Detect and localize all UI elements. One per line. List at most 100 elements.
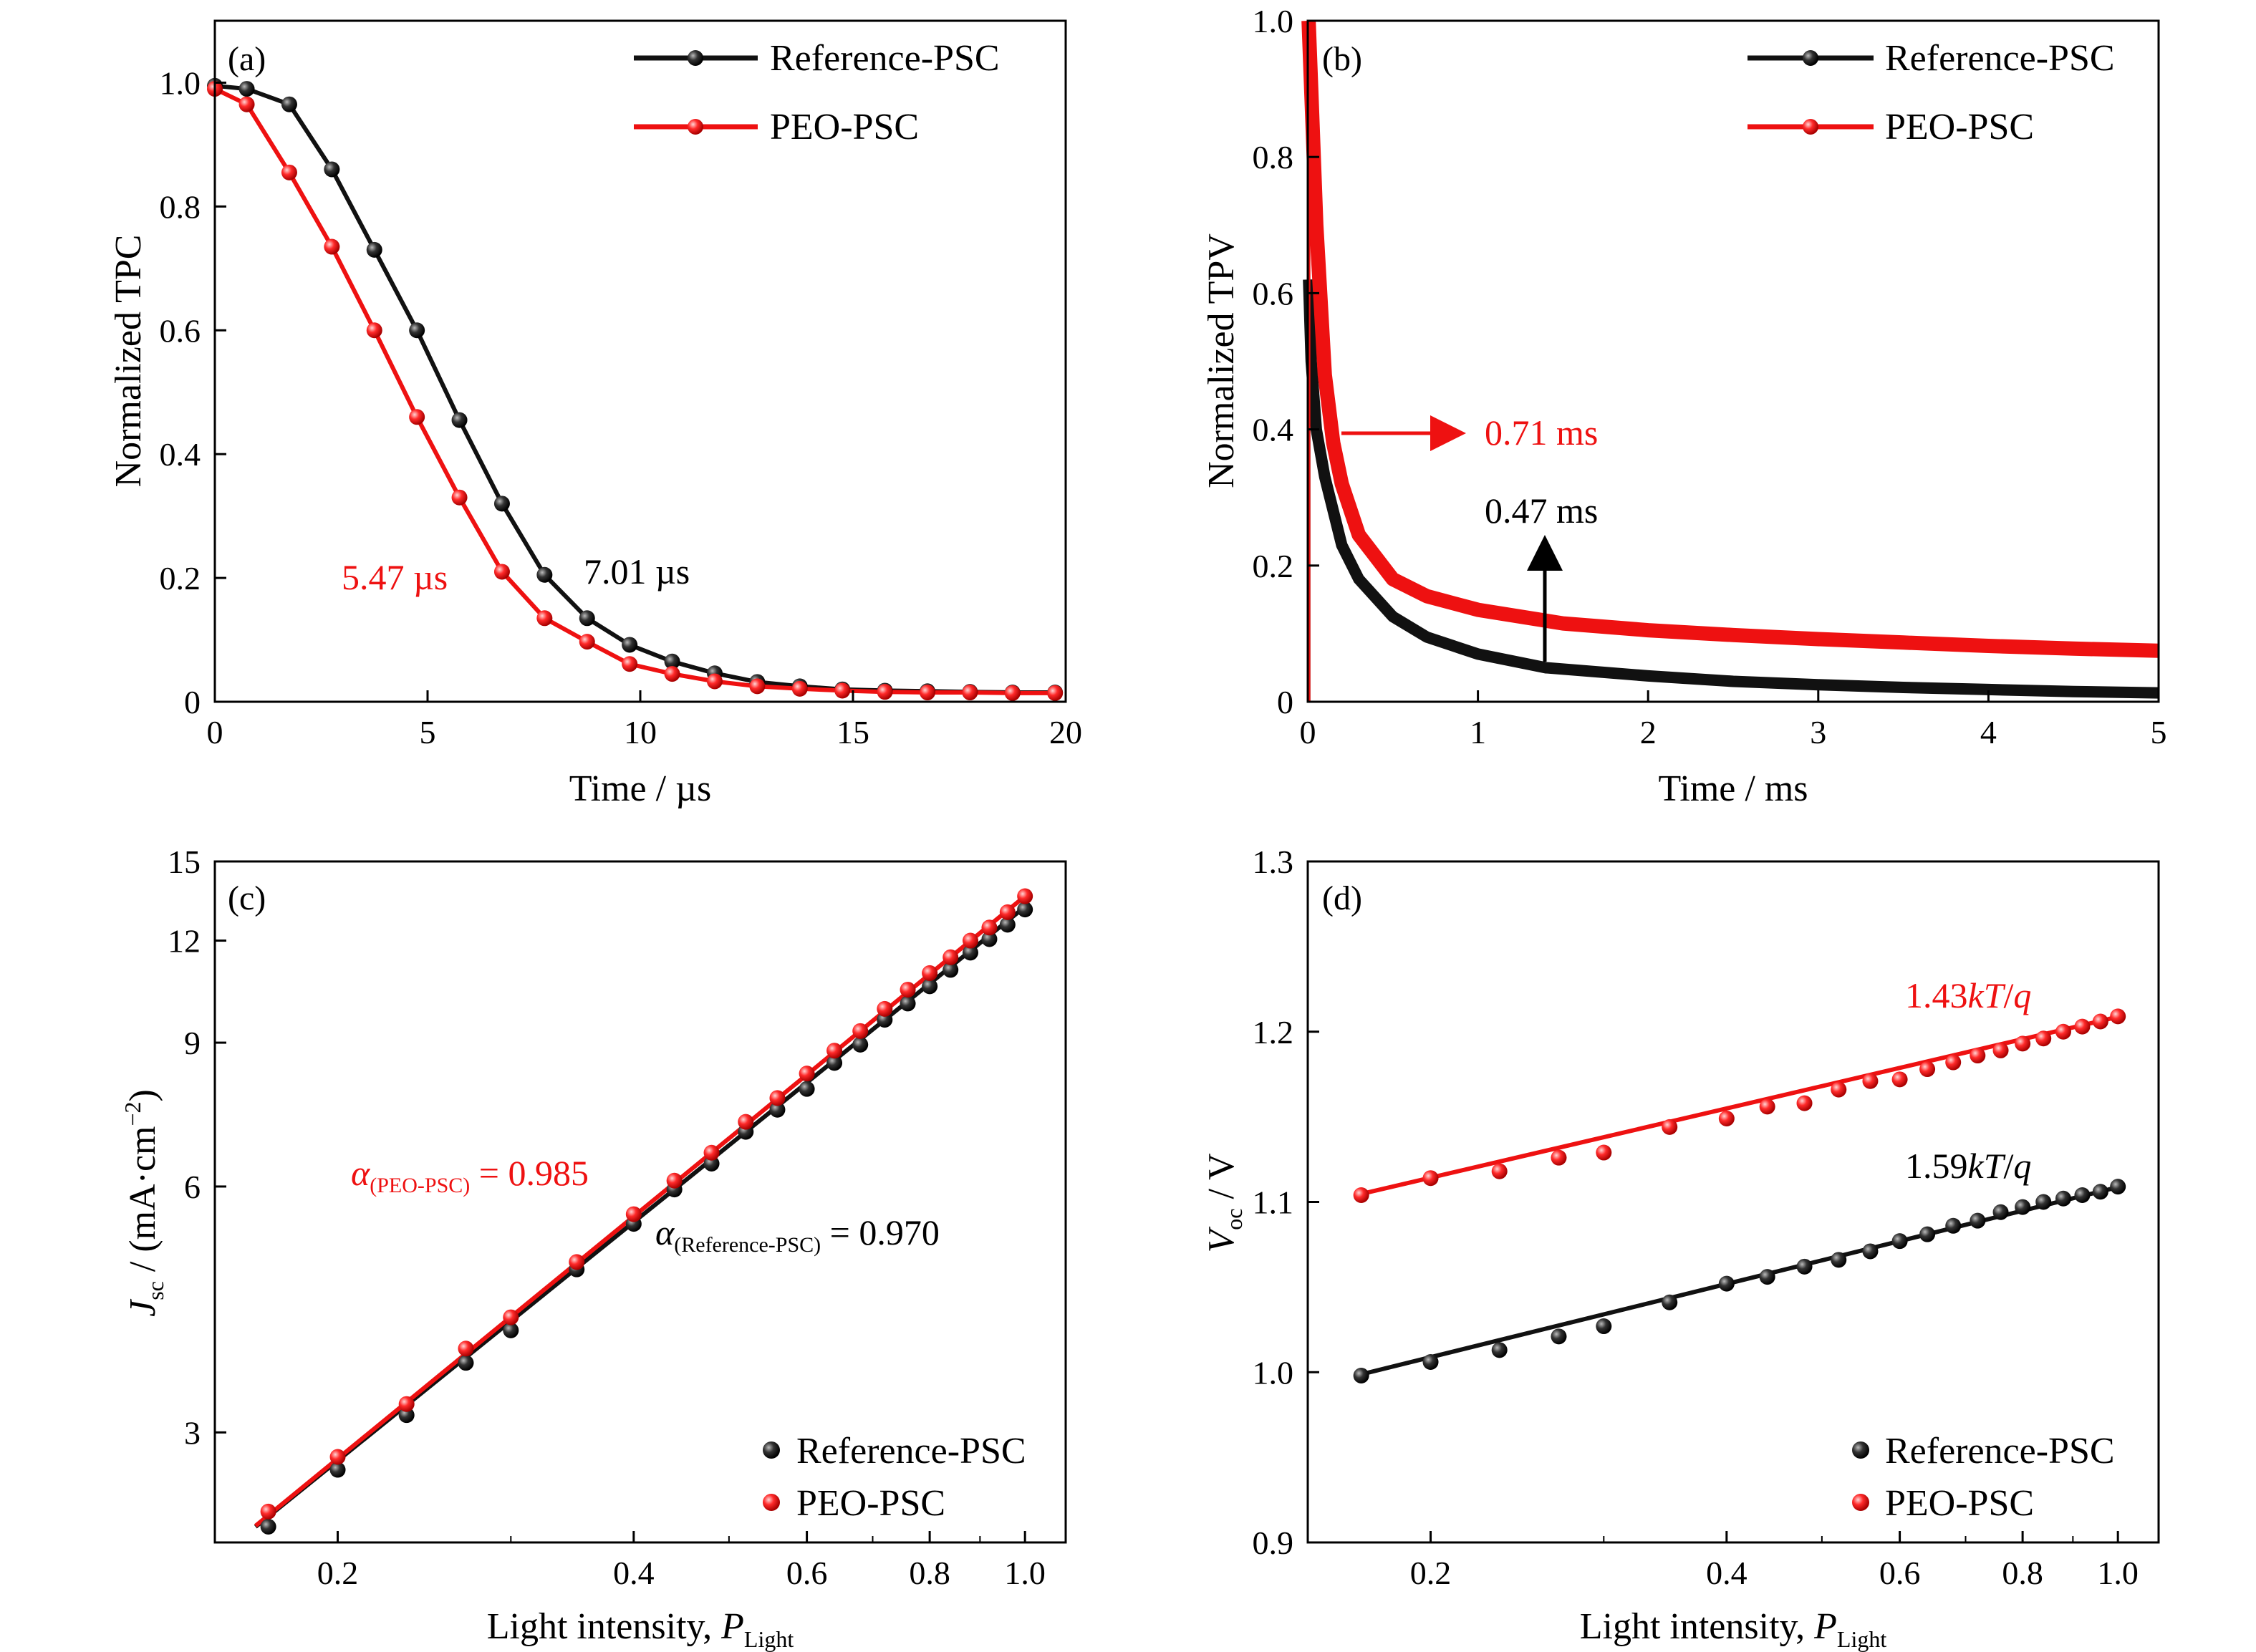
panel-a-legend-reference-marker xyxy=(688,50,703,66)
panel-c-reference-point xyxy=(922,978,938,995)
panel-b-tpv: (b) 0 1 2 3 4 5 0 0.2 0.4 0.6 0.8 1.0 Time / ms No… xyxy=(1201,3,2167,809)
x-tick-label: 0.2 xyxy=(1410,1555,1452,1591)
panel-c-peo-point xyxy=(999,904,1016,920)
panel-c-legend-reference-label: Reference-PSC xyxy=(796,1431,1026,1472)
panel-a-tpc: (a) 0 5 10 15 20 00.20.40.60.81.0 Time / µs … xyxy=(108,19,1082,809)
y-tick-label: 12 xyxy=(168,923,201,960)
panel-c-peo-point xyxy=(981,919,998,936)
panel-c-jsc: (c) 0.2 0.4 0.6 0.8 1.0 3 6 9 12 15 Light intens… xyxy=(120,844,1067,1652)
panel-d-reference-point xyxy=(1796,1258,1813,1275)
panel-b-legend-reference-label: Reference-PSC xyxy=(1885,38,2115,79)
panel-a-reference-time-annotation: 7.01 µs xyxy=(584,551,690,591)
y-tick-label: 1.0 xyxy=(1253,3,1294,39)
panel-c-reference-point xyxy=(981,931,998,947)
panel-c-legend-peo-label: PEO-PSC xyxy=(796,1483,945,1524)
panel-c-reference-alpha-annotation: α(Reference-PSC) = 0.970 xyxy=(655,1212,940,1257)
panel-d-y-axis-label: Voc / V xyxy=(1201,1153,1247,1252)
panel-d-legend-reference-marker xyxy=(1852,1441,1869,1459)
panel-a-peo-point xyxy=(579,634,595,650)
panel-d-peo-slope-annotation: 1.43kT/q xyxy=(1905,975,2031,1015)
panel-a-reference-point xyxy=(579,610,595,627)
panel-d-reference-slope-annotation: 1.59kT/q xyxy=(1905,1146,2031,1186)
panel-d-reference-point xyxy=(1919,1226,1936,1242)
panel-c-peo-point xyxy=(260,1503,276,1520)
panel-c-reference-point xyxy=(260,1518,276,1535)
x-tick-label: 3 xyxy=(1810,714,1826,750)
panel-c-peo-fit-line xyxy=(254,891,1031,1528)
x-tick-label: 0 xyxy=(1300,714,1316,750)
panel-a-peo-point xyxy=(622,656,638,672)
panel-c-reference-point xyxy=(943,962,959,978)
panel-b-label: (b) xyxy=(1322,40,1362,78)
panel-a-frame xyxy=(213,19,1067,703)
panel-c-x-axis-label: Light intensity, PLight xyxy=(487,1606,794,1652)
panel-d-peo-point xyxy=(2015,1035,2031,1052)
panel-d-reference-point xyxy=(2092,1184,2108,1200)
panel-c-legend: Reference-PSC PEO-PSC xyxy=(763,1431,1026,1524)
panel-c-reference-point xyxy=(999,917,1016,933)
panel-c-peo-point xyxy=(943,949,959,965)
panel-a-peo-time-annotation: 5.47 µs xyxy=(342,557,448,597)
panel-d-peo-point xyxy=(1491,1163,1508,1179)
y-tick-label: 0.9 xyxy=(1253,1525,1294,1561)
panel-b-frame xyxy=(1306,19,2160,703)
panel-a-reference-point xyxy=(324,161,340,178)
y-tick-label: 6 xyxy=(184,1169,201,1205)
panel-c-peo-point xyxy=(458,1341,474,1357)
y-tick-label: 0 xyxy=(184,684,201,720)
panel-d-peo-point xyxy=(1831,1081,1847,1098)
panel-c-legend-peo-marker xyxy=(763,1494,780,1511)
panel-c-reference-point xyxy=(458,1355,474,1371)
y-tick-label: 0.6 xyxy=(1253,275,1294,311)
panel-d-reference-point xyxy=(2110,1179,2126,1195)
panel-a-peo-point xyxy=(791,680,808,697)
x-tick-label: 10 xyxy=(624,714,657,750)
panel-c-peo-point xyxy=(329,1449,346,1465)
panel-d-peo-point xyxy=(2055,1023,2071,1040)
panel-d-reference-point xyxy=(2074,1187,2091,1203)
panel-a-peo-point xyxy=(238,96,255,112)
panel-a-x-axis-label: Time / µs xyxy=(569,768,712,809)
panel-c-reference-point xyxy=(877,1012,893,1028)
y-tick-label: 1.3 xyxy=(1253,844,1294,880)
panel-a-legend-peo-marker xyxy=(688,119,703,135)
panel-c-reference-point xyxy=(799,1081,815,1097)
panel-c-peo-point xyxy=(962,932,978,949)
panel-a-legend-reference-label: Reference-PSC xyxy=(770,38,1000,79)
x-tick-label: 1.0 xyxy=(1004,1555,1046,1591)
panel-b-legend-peo-label: PEO-PSC xyxy=(1885,107,2034,148)
panel-d-peo-point xyxy=(1353,1187,1369,1203)
panel-c-peo-point xyxy=(703,1144,720,1161)
panel-d-peo-point xyxy=(2074,1018,2091,1035)
panel-a-legend-peo-label: PEO-PSC xyxy=(770,107,919,148)
panel-d-peo-point xyxy=(1992,1042,2009,1058)
panel-c-peo-point xyxy=(569,1254,585,1270)
panel-a-reference-point xyxy=(664,653,680,670)
panel-a-peo-point xyxy=(366,322,382,339)
panel-d-reference-fit-line xyxy=(1355,1184,2121,1378)
panel-c-reference-point xyxy=(852,1036,869,1053)
panel-a-peo-line xyxy=(213,87,1056,695)
panel-a-peo-point xyxy=(409,409,425,425)
y-tick-label: 0.8 xyxy=(160,188,201,225)
panel-d-reference-point xyxy=(1945,1217,1962,1234)
panel-c-reference-point xyxy=(703,1155,720,1172)
panel-a-peo-point xyxy=(324,238,340,255)
panel-a-reference-point xyxy=(281,96,297,112)
panel-a-peo-point xyxy=(1004,685,1021,701)
panel-d-peo-point xyxy=(1945,1054,1962,1071)
x-tick-label: 0.6 xyxy=(1879,1555,1921,1591)
panel-d-reference-point xyxy=(1353,1368,1369,1384)
panel-a-peo-point xyxy=(749,678,766,695)
panel-a-reference-point xyxy=(622,637,638,653)
x-tick-label: 0.2 xyxy=(317,1555,359,1591)
x-tick-label: 5 xyxy=(420,714,436,750)
panel-d-peo-point xyxy=(1891,1071,1908,1088)
panel-d-reference-point xyxy=(2035,1194,2052,1210)
panel-a-reference-point xyxy=(493,496,510,512)
x-tick-label: 1.0 xyxy=(2097,1555,2139,1591)
panel-c-frame xyxy=(213,860,1067,1544)
panel-b-x-axis-label: Time / ms xyxy=(1658,768,1808,809)
panel-d-legend: Reference-PSC PEO-PSC xyxy=(1852,1431,2115,1524)
panel-a-label: (a) xyxy=(228,40,266,78)
